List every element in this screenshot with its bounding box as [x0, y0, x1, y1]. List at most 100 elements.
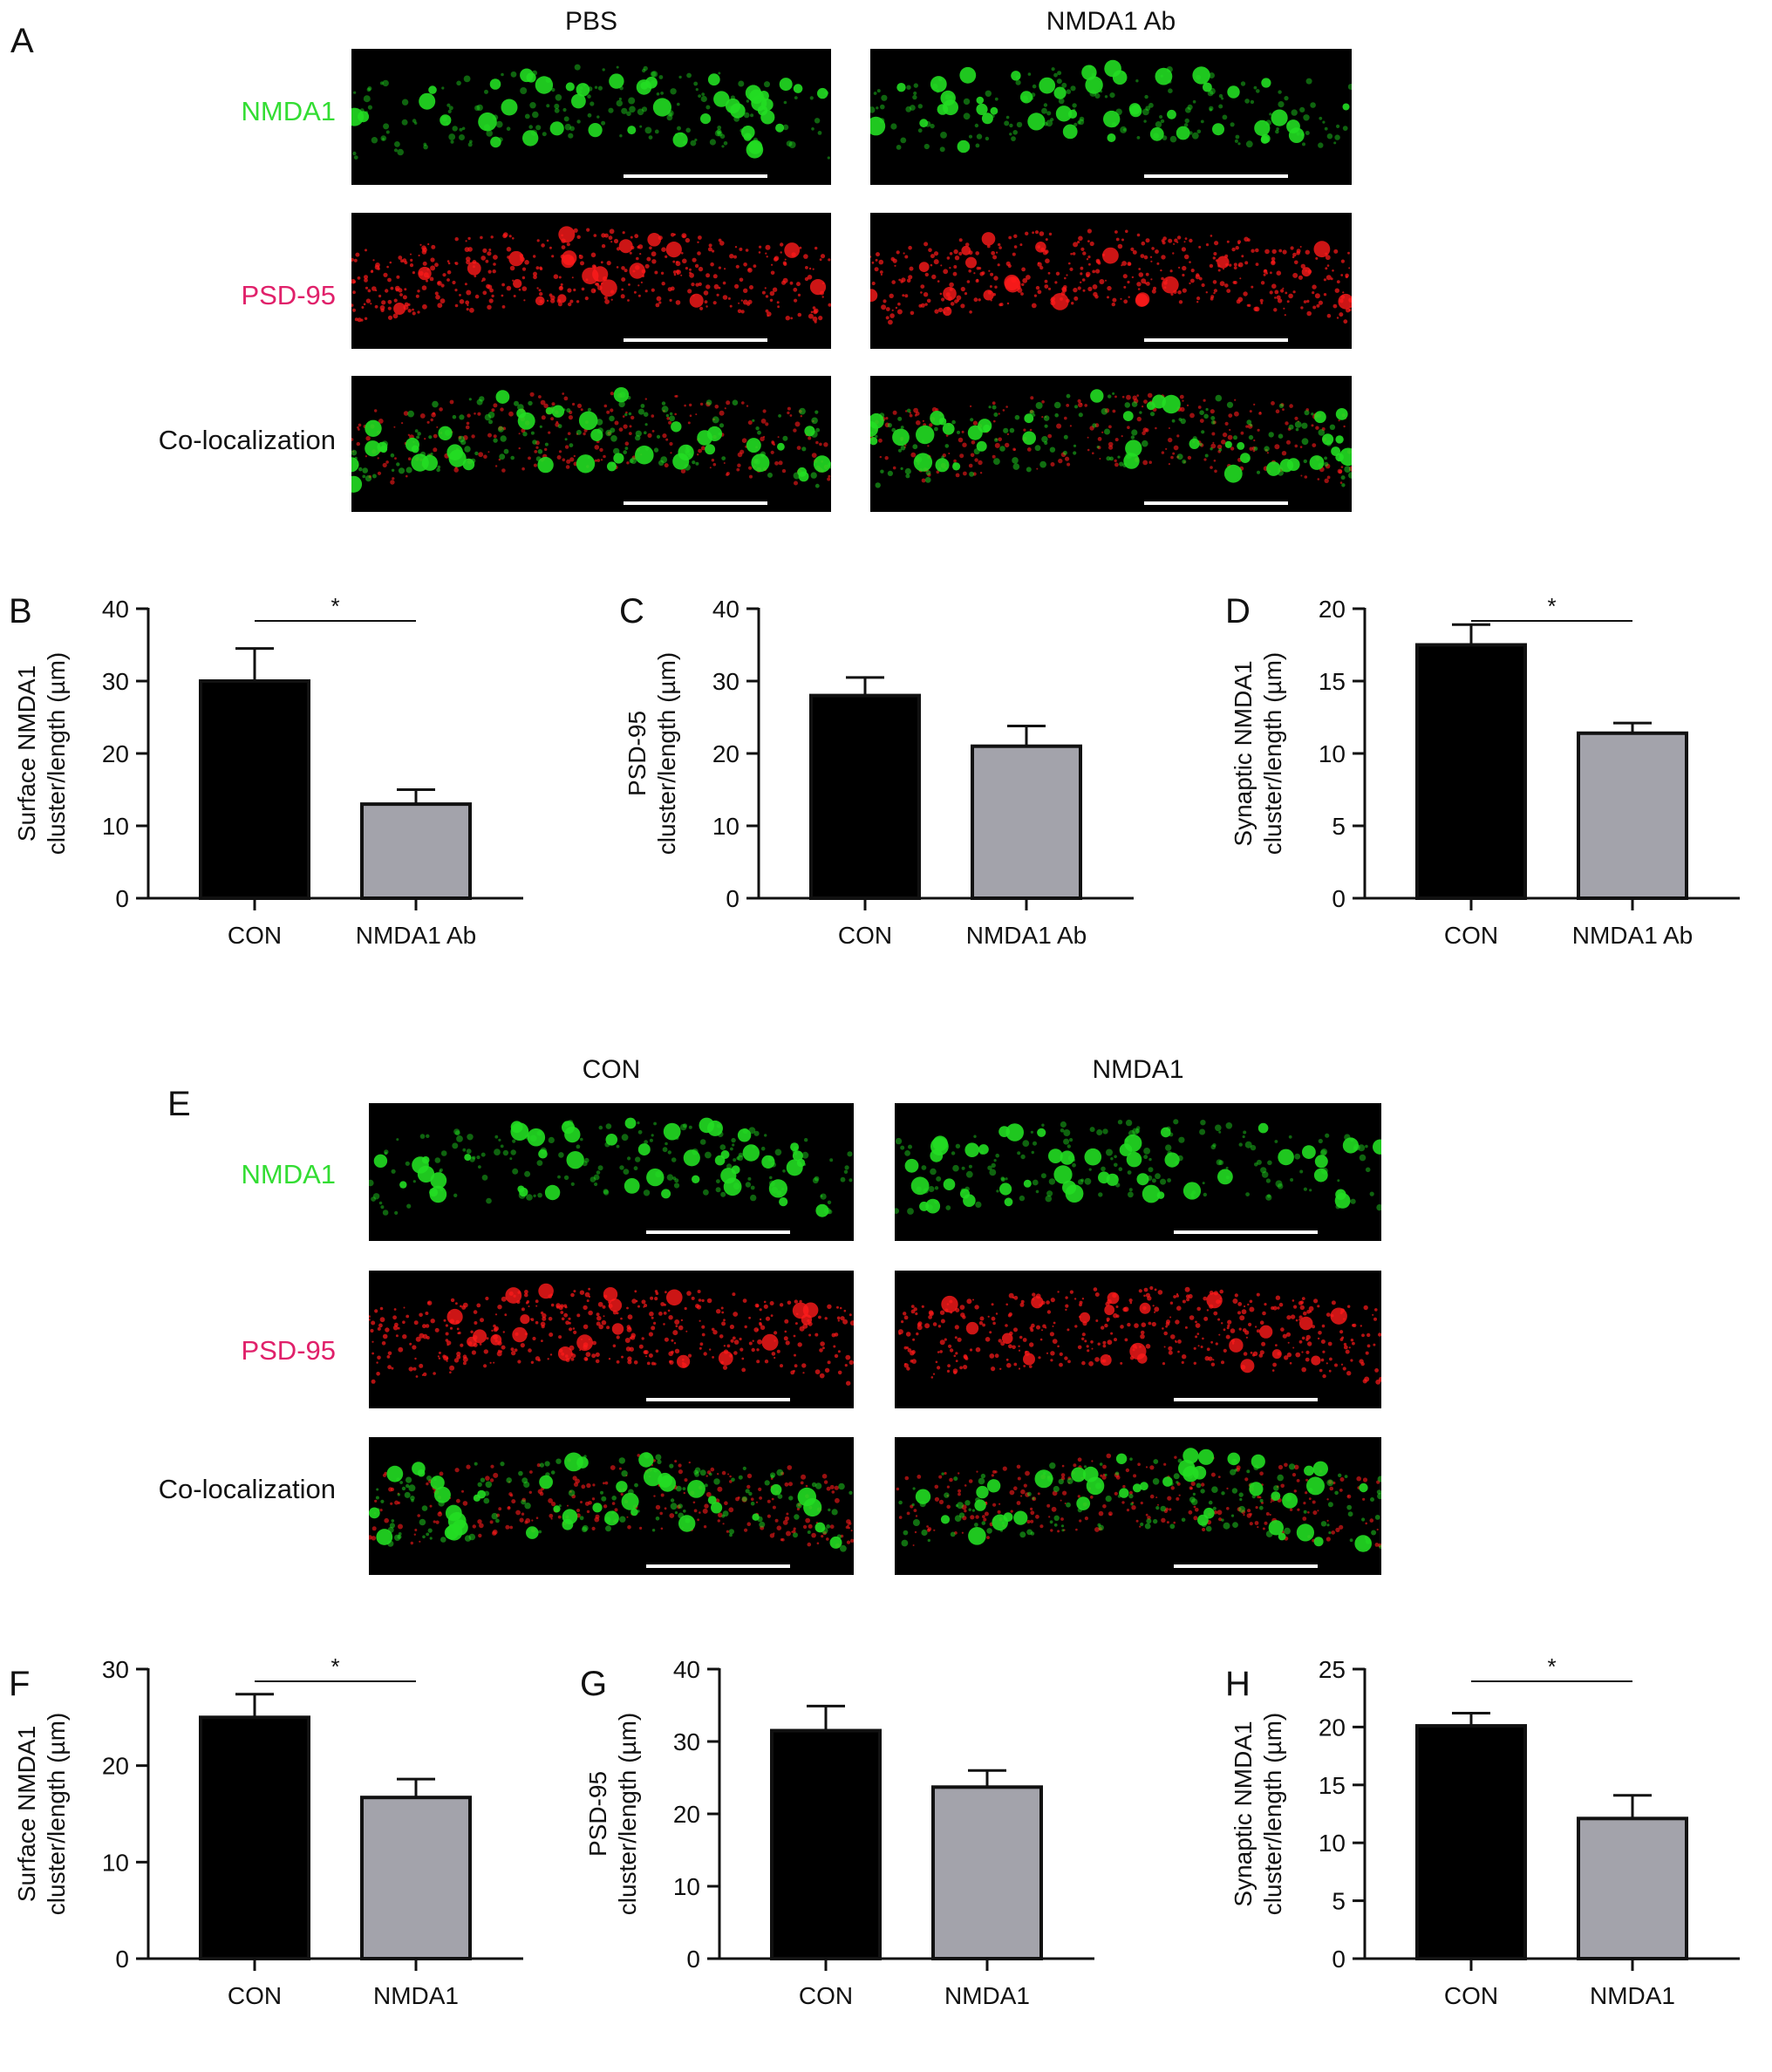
y-tick-label: 0 — [115, 1946, 129, 1973]
scale-bar — [1144, 174, 1288, 178]
y-tick-label: 30 — [102, 1656, 129, 1683]
scale-bar — [1144, 338, 1288, 342]
column-label-nmda1-ab: NMDA1 Ab — [1046, 7, 1176, 36]
row-label-colocalization-e: Co-localization — [158, 1474, 336, 1504]
significance-marker: * — [331, 1653, 339, 1680]
y-tick-label: 25 — [1319, 1656, 1346, 1683]
row-label-psd95: PSD-95 — [241, 280, 336, 310]
panel-letter: D — [1225, 592, 1251, 630]
micrograph-e-nmda1-psd95 — [895, 1271, 1381, 1408]
chart-d: D 0 5 10 15 20 Synaptic NMDA1 cluster/length (µ… — [1225, 592, 1740, 949]
y-tick-label: 20 — [712, 740, 739, 767]
y-axis-label: Surface NMDA1 cluster/length (µm) — [13, 652, 70, 855]
scale-bar — [1174, 1564, 1318, 1568]
x-tick-label: NMDA1 — [373, 1982, 459, 2009]
y-axis-label: PSD-95 cluster/length (µm) — [624, 652, 680, 855]
scale-bar — [646, 1564, 790, 1568]
y-tick-label: 10 — [1319, 1830, 1346, 1857]
scale-bar — [1174, 1230, 1318, 1234]
x-tick-label: NMDA1 Ab — [966, 922, 1087, 949]
scale-bar — [624, 501, 767, 505]
row-label-psd95-e: PSD-95 — [241, 1335, 336, 1366]
panel-letter-e: E — [167, 1085, 191, 1123]
micrograph-e-nmda1-coloc — [895, 1437, 1381, 1575]
y-tick-label: 10 — [102, 1849, 129, 1876]
y-axis-label: Synaptic NMDA1 cluster/length (µm) — [1230, 1713, 1286, 1915]
column-label-con: CON — [582, 1055, 641, 1084]
micrograph-e-con-psd95 — [369, 1271, 854, 1408]
y-tick-label: 15 — [1319, 1772, 1346, 1799]
panel-letter: H — [1225, 1665, 1251, 1703]
y-tick-label: 40 — [712, 596, 739, 623]
column-label-nmda1: NMDA1 — [1092, 1055, 1184, 1084]
chart-h: H 0 5 10 15 20 25 Synaptic NMDA1 cluster/length … — [1225, 1653, 1740, 2009]
scale-bar — [1174, 1398, 1318, 1401]
y-tick-label: 5 — [1332, 813, 1346, 840]
chart-c: C 0 10 20 30 40 PSD-95 cluster/length (µm) CON NM… — [619, 592, 1134, 949]
y-tick-label: 5 — [1332, 1888, 1346, 1915]
bar-nmda1-ab — [1577, 731, 1688, 900]
scale-bar — [624, 338, 767, 342]
bar-con — [809, 693, 921, 900]
chart-f: F 0 10 20 30 Surface NMDA1 cluster/length (µm)… — [9, 1653, 523, 2009]
micrograph-a-ab-coloc — [870, 376, 1352, 512]
bar-nmda1-ab — [360, 802, 472, 901]
x-tick-label: NMDA1 — [1590, 1982, 1675, 2009]
bar-con — [199, 679, 310, 900]
scale-bar — [624, 174, 767, 178]
micrograph-a-pbs-psd95 — [351, 213, 831, 349]
y-tick-label: 10 — [712, 813, 739, 840]
bar-con — [1415, 643, 1527, 900]
panel-letter: B — [9, 592, 32, 630]
row-label-nmda1: NMDA1 — [241, 96, 336, 126]
x-tick-label: NMDA1 Ab — [356, 922, 477, 949]
panel-letter: F — [9, 1665, 30, 1703]
y-tick-label: 30 — [673, 1728, 700, 1755]
y-tick-label: 10 — [1319, 740, 1346, 767]
y-tick-label: 10 — [102, 813, 129, 840]
micrograph-a-pbs-nmda1 — [351, 49, 831, 185]
significance-marker: * — [331, 593, 339, 619]
panel-letter-a: A — [10, 22, 34, 60]
x-tick-label: CON — [228, 1982, 282, 2009]
y-axis-label: Synaptic NMDA1 cluster/length (µm) — [1230, 652, 1286, 855]
panel-letter: G — [580, 1665, 607, 1703]
x-tick-label: CON — [1444, 1982, 1498, 2009]
bar-con — [199, 1715, 310, 1960]
y-tick-label: 10 — [673, 1873, 700, 1900]
x-tick-label: NMDA1 Ab — [1572, 922, 1694, 949]
y-tick-label: 40 — [102, 596, 129, 623]
y-tick-label: 20 — [1319, 596, 1346, 623]
y-tick-label: 20 — [1319, 1714, 1346, 1741]
row-label-nmda1-e: NMDA1 — [241, 1159, 336, 1189]
panel-letter: C — [619, 592, 644, 630]
y-tick-label: 0 — [1332, 885, 1346, 912]
y-tick-label: 20 — [102, 740, 129, 767]
micrograph-e-nmda1-nmda1 — [895, 1103, 1381, 1241]
x-tick-label: CON — [838, 922, 892, 949]
bar-con — [1415, 1724, 1527, 1961]
y-tick-label: 30 — [712, 668, 739, 695]
bar-nmda1 — [360, 1796, 472, 1960]
micrograph-a-pbs-coloc — [351, 376, 831, 512]
y-tick-label: 0 — [686, 1946, 700, 1973]
x-tick-label: CON — [799, 1982, 853, 2009]
y-tick-label: 0 — [115, 885, 129, 912]
column-label-pbs: PBS — [564, 7, 618, 36]
y-tick-label: 0 — [726, 885, 739, 912]
y-tick-label: 40 — [673, 1656, 700, 1683]
chart-g: G 0 10 20 30 40 PSD-95 cluster/length (µm) CON NM… — [580, 1656, 1094, 2009]
bar-con — [770, 1728, 882, 1961]
bar-nmda1-ab — [971, 744, 1082, 900]
significance-marker: * — [1547, 593, 1556, 619]
significance-marker: * — [1547, 1653, 1556, 1680]
y-axis-label: PSD-95 cluster/length (µm) — [584, 1713, 641, 1915]
scale-bar — [646, 1398, 790, 1401]
x-tick-label: CON — [228, 922, 282, 949]
y-tick-label: 20 — [102, 1753, 129, 1780]
y-tick-label: 0 — [1332, 1946, 1346, 1973]
chart-b: B 0 10 20 30 40 Surface NMDA1 cluster/length (µ… — [9, 592, 523, 949]
micrograph-a-ab-nmda1 — [870, 49, 1352, 185]
y-tick-label: 30 — [102, 668, 129, 695]
micrograph-e-con-nmda1 — [369, 1103, 854, 1241]
